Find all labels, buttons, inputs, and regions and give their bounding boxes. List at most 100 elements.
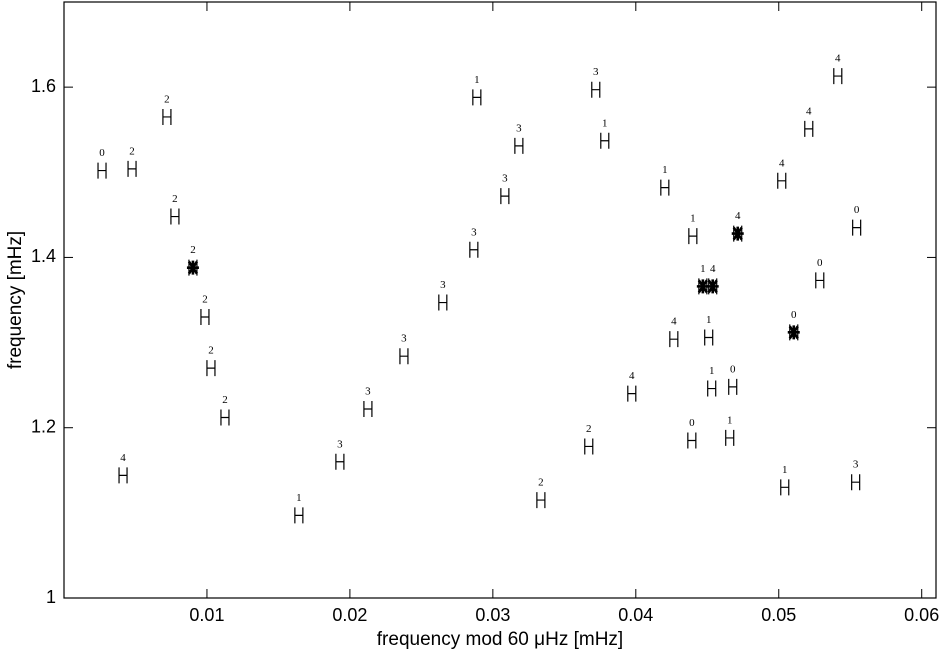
error-bar (780, 479, 790, 496)
error-bar (600, 132, 610, 149)
star-point (787, 324, 800, 341)
point (206, 360, 216, 377)
degree-label: 2 (586, 423, 592, 435)
point (627, 385, 637, 402)
degree-label: 4 (710, 263, 716, 275)
degree-label: 2 (222, 394, 228, 406)
point (660, 179, 670, 196)
point (170, 208, 180, 225)
degree-label: 3 (516, 122, 522, 134)
point (536, 492, 546, 509)
error-bar (363, 400, 373, 417)
degree-label: 2 (172, 193, 178, 205)
error-bar (399, 348, 409, 365)
y-axis-label: frequency [mHz] (5, 231, 26, 369)
x-tick-label: 0.05 (761, 605, 796, 625)
degree-label: 2 (129, 145, 135, 157)
point (728, 378, 738, 395)
point (851, 474, 861, 491)
star-marker (186, 260, 199, 275)
point (97, 162, 107, 179)
point (707, 380, 717, 397)
error-bar (335, 453, 345, 470)
point (852, 219, 862, 236)
plot-frame (63, 1, 937, 599)
point (220, 409, 230, 426)
error-bar (728, 378, 738, 395)
point (591, 81, 601, 98)
error-bar (804, 120, 814, 137)
error-bar (170, 208, 180, 225)
star-marker (706, 279, 719, 294)
degree-label: 4 (629, 370, 635, 382)
error-bar (162, 108, 172, 125)
degree-label: 3 (365, 386, 371, 398)
point (438, 294, 448, 311)
point (335, 453, 345, 470)
point (118, 467, 128, 484)
point (687, 432, 697, 449)
point (777, 172, 787, 189)
point (600, 132, 610, 149)
degree-label: 1 (709, 365, 715, 377)
point (294, 507, 304, 524)
degree-label: 3 (440, 279, 446, 291)
point (514, 137, 524, 154)
error-bar (851, 474, 861, 491)
degree-label: 2 (208, 345, 214, 357)
x-tick-label: 0.04 (618, 605, 653, 625)
degree-label: 3 (337, 438, 343, 450)
degree-label: 0 (817, 257, 823, 269)
point (162, 108, 172, 125)
error-bar (438, 294, 448, 311)
error-bar (200, 309, 210, 326)
degree-label: 4 (120, 452, 126, 464)
error-bar (591, 81, 601, 98)
degree-label: 1 (727, 414, 733, 426)
error-bar (660, 179, 670, 196)
error-bar (777, 172, 787, 189)
error-bar (687, 432, 697, 449)
error-bar (472, 89, 482, 106)
x-axis-label: frequency mod 60 μHz [mHz] (377, 629, 623, 650)
point (127, 160, 137, 177)
error-bar (97, 162, 107, 179)
star-point (706, 278, 719, 295)
star-point (186, 259, 199, 276)
y-tick-label: 1 (46, 587, 56, 607)
degree-label: 1 (474, 74, 480, 86)
error-bar (127, 160, 137, 177)
degree-label: 2 (164, 93, 170, 105)
error-bar (707, 380, 717, 397)
y-tick-label: 1.6 (31, 76, 56, 96)
degree-label: 4 (806, 105, 812, 117)
point (399, 348, 409, 365)
point (815, 272, 825, 289)
error-bar (669, 331, 679, 348)
degree-label: 1 (690, 213, 696, 225)
y-tick-label: 1.2 (31, 416, 56, 436)
error-bar (536, 492, 546, 509)
y-tick-label: 1.4 (31, 246, 56, 266)
x-tick-label: 0.03 (475, 605, 510, 625)
degree-label: 3 (401, 333, 407, 345)
error-bar (688, 228, 698, 245)
degree-label: 3 (593, 66, 599, 78)
degree-label: 2 (202, 294, 208, 306)
degree-label: 3 (502, 173, 508, 185)
degree-label: 4 (779, 157, 785, 169)
x-tick-label: 0.06 (904, 605, 939, 625)
error-bar (469, 241, 479, 258)
degree-label: 1 (700, 263, 706, 275)
degree-label: 4 (735, 210, 741, 222)
point (780, 479, 790, 496)
error-bar (118, 467, 128, 484)
error-bar (584, 438, 594, 455)
star-marker (787, 325, 800, 340)
point (725, 429, 735, 446)
point (584, 438, 594, 455)
error-bar (704, 329, 714, 346)
degree-label: 0 (99, 147, 105, 159)
